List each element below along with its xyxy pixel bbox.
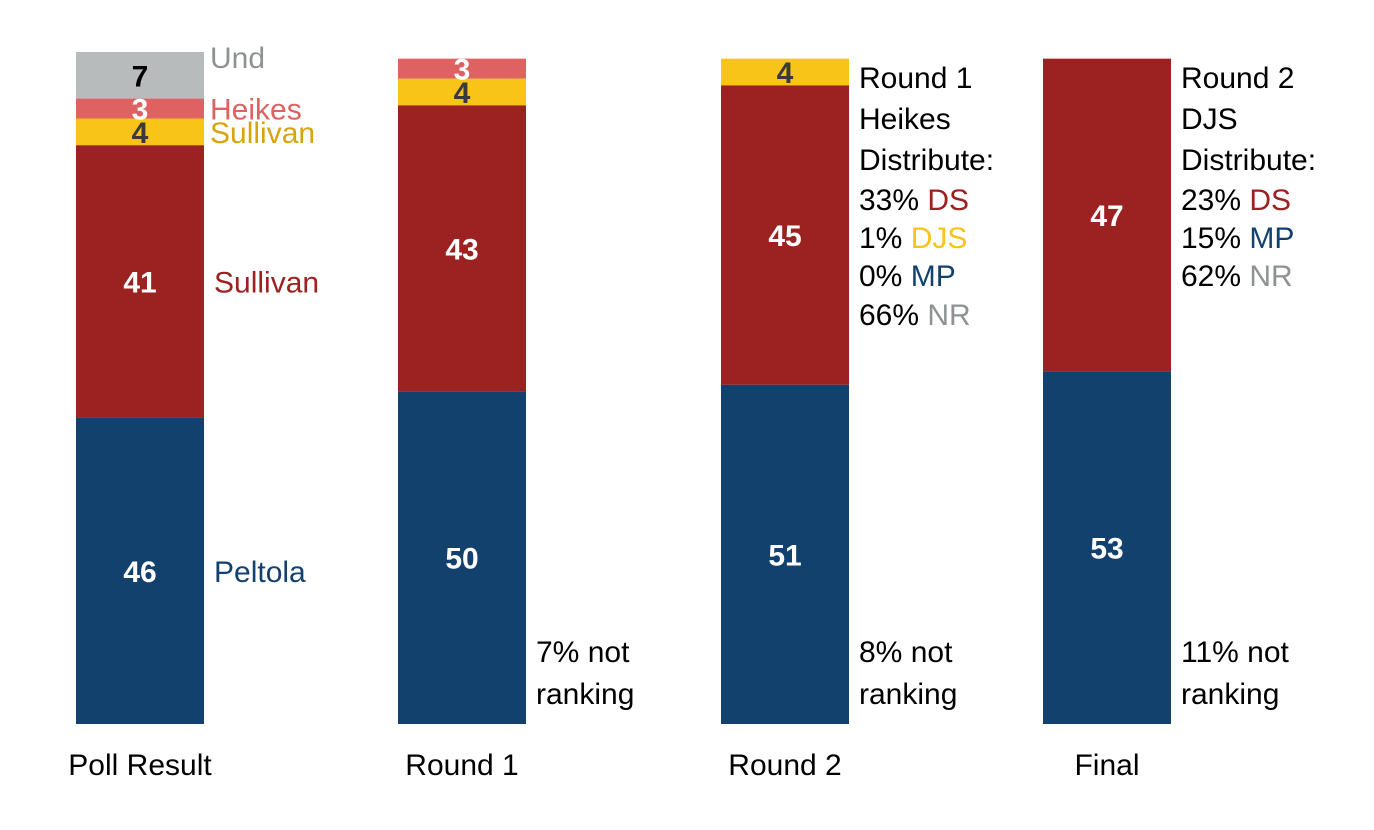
distribution-note-part: 62%: [1181, 260, 1249, 293]
legend-label-heikes: Heikes: [210, 94, 302, 127]
value-label-djs-2: 4: [777, 57, 794, 90]
value-label-sullivan-2: 45: [768, 220, 801, 253]
not-ranking-note-1-1: ranking: [536, 678, 634, 711]
distribution-note-2-2: Distribute:: [859, 144, 994, 177]
distribution-note-part: Round 1: [859, 62, 972, 95]
value-label-heikes-1: 3: [454, 54, 471, 87]
distribution-note-part: Distribute:: [1181, 144, 1316, 177]
distribution-note-part: Heikes: [859, 103, 951, 136]
value-label-peltola-1: 50: [445, 543, 478, 576]
distribution-note-3-3: 23% DS: [1181, 184, 1291, 217]
bar-segment-peltola-2: [721, 384, 849, 724]
distribution-note-part: DS: [927, 184, 969, 217]
value-label-peltola-0: 46: [123, 556, 156, 589]
distribution-note-part: Distribute:: [859, 144, 994, 177]
distribution-note-part: NR: [927, 299, 970, 332]
distribution-note-3-4: 15% MP: [1181, 222, 1294, 255]
distribution-note-part: 23%: [1181, 184, 1249, 217]
distribution-note-2-0: Round 1: [859, 62, 972, 95]
distribution-note-part: NR: [1249, 260, 1292, 293]
distribution-note-3-0: Round 2: [1181, 62, 1294, 95]
bar-segment-djs-0: [76, 118, 204, 146]
value-label-sullivan-0: 41: [123, 267, 156, 300]
distribution-note-2-4: 1% DJS: [859, 222, 967, 255]
bar-segment-sullivan-2: [721, 85, 849, 385]
distribution-note-3-1: DJS: [1181, 103, 1238, 136]
distribution-note-part: MP: [911, 260, 956, 293]
distribution-note-3-2: Distribute:: [1181, 144, 1316, 177]
bar-segment-djs-2: [721, 58, 849, 86]
bar-segment-und-0: [76, 52, 204, 99]
legend-label-und: Und: [210, 42, 265, 75]
bar-segment-sullivan-3: [1043, 58, 1171, 372]
legend-label-peltola: Peltola: [214, 556, 306, 589]
legend-label-sullivan: Sullivan: [214, 267, 319, 300]
distribution-note-part: 0%: [859, 260, 911, 293]
distribution-note-part: 1%: [859, 222, 911, 255]
bar-segment-heikes-0: [76, 98, 204, 119]
value-label-heikes-0: 3: [132, 94, 149, 127]
bar-segment-peltola-0: [76, 417, 204, 724]
value-label-djs-1: 4: [454, 77, 471, 110]
distribution-note-part: 66%: [859, 299, 927, 332]
category-label-1: Round 1: [405, 749, 518, 782]
value-label-sullivan-1: 43: [445, 233, 478, 266]
category-label-2: Round 2: [728, 749, 841, 782]
distribution-note-2-1: Heikes: [859, 103, 951, 136]
bar-segment-heikes-1: [398, 58, 526, 79]
distribution-note-part: DJS: [911, 222, 968, 255]
value-label-djs-0: 4: [132, 117, 149, 150]
value-label-und-0: 7: [132, 60, 149, 93]
category-label-0: Poll Result: [68, 749, 212, 782]
bar-segment-sullivan-1: [398, 105, 526, 392]
not-ranking-note-3-0: 11% not: [1181, 636, 1290, 669]
not-ranking-note-2-1: ranking: [859, 678, 957, 711]
bar-segment-djs-1: [398, 78, 526, 106]
distribution-note-part: DJS: [1181, 103, 1238, 136]
not-ranking-note-3-1: ranking: [1181, 678, 1279, 711]
value-label-sullivan-3: 47: [1090, 200, 1123, 233]
distribution-note-part: DS: [1249, 184, 1291, 217]
not-ranking-note-1-0: 7% not: [536, 636, 630, 669]
distribution-note-2-6: 66% NR: [859, 299, 971, 332]
distribution-note-3-5: 62% NR: [1181, 260, 1293, 293]
bar-segment-sullivan-0: [76, 145, 204, 418]
value-label-peltola-3: 53: [1090, 533, 1123, 566]
distribution-note-2-5: 0% MP: [859, 260, 956, 293]
bar-segment-peltola-1: [398, 391, 526, 724]
distribution-note-2-3: 33% DS: [859, 184, 969, 217]
value-label-peltola-2: 51: [768, 539, 801, 572]
category-label-3: Final: [1074, 749, 1139, 782]
distribution-note-part: 33%: [859, 184, 927, 217]
not-ranking-note-2-0: 8% not: [859, 636, 953, 669]
distribution-note-part: Round 2: [1181, 62, 1294, 95]
legend-label-djs: Sullivan: [210, 117, 315, 150]
bar-segment-peltola-3: [1043, 371, 1171, 724]
distribution-note-part: MP: [1249, 222, 1294, 255]
distribution-note-part: 15%: [1181, 222, 1249, 255]
